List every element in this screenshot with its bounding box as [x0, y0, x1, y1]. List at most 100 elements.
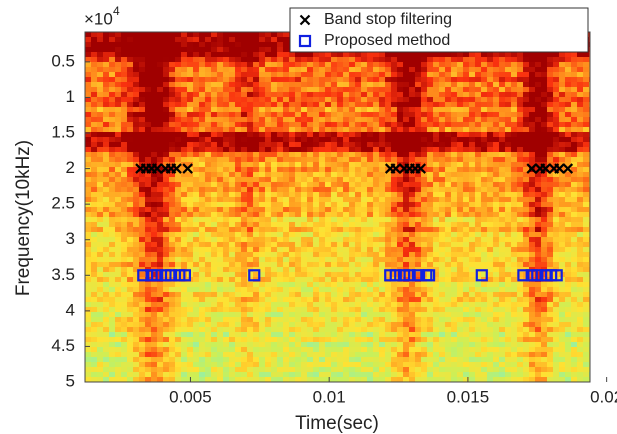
spectrogram-cell [289, 182, 295, 187]
spectrogram-cell [115, 42, 121, 47]
spectrogram-cell [487, 82, 493, 87]
spectrogram-cell [403, 302, 409, 307]
spectrogram-cell [115, 32, 121, 37]
spectrogram-cell [409, 307, 415, 312]
spectrogram-cell [421, 62, 427, 67]
spectrogram-cell [325, 137, 331, 142]
spectrogram-cell [409, 202, 415, 207]
spectrogram-cell [499, 97, 505, 102]
spectrogram-cell [505, 222, 511, 227]
spectrogram-cell [367, 297, 373, 302]
spectrogram-cell [463, 97, 469, 102]
spectrogram-cell [157, 52, 163, 57]
spectrogram-cell [403, 257, 409, 262]
spectrogram-cell [85, 177, 91, 182]
spectrogram-cell [391, 297, 397, 302]
spectrogram-cell [85, 262, 91, 267]
spectrogram-cell [583, 282, 589, 287]
spectrogram-cell [367, 272, 373, 277]
spectrogram-cell [175, 182, 181, 187]
spectrogram-cell [229, 227, 235, 232]
spectrogram-cell [319, 237, 325, 242]
spectrogram-cell [193, 37, 199, 42]
spectrogram-cell [529, 137, 535, 142]
spectrogram-cell [391, 182, 397, 187]
spectrogram-cell [541, 292, 547, 297]
spectrogram-cell [403, 122, 409, 127]
spectrogram-cell [433, 92, 439, 97]
spectrogram-cell [349, 272, 355, 277]
spectrogram-cell [529, 187, 535, 192]
spectrogram-cell [517, 247, 523, 252]
spectrogram-cell [91, 197, 97, 202]
spectrogram-cell [151, 102, 157, 107]
spectrogram-cell [91, 257, 97, 262]
spectrogram-cell [553, 257, 559, 262]
spectrogram-cell [103, 87, 109, 92]
spectrogram-cell [391, 207, 397, 212]
spectrogram-cell [199, 122, 205, 127]
spectrogram-cell [385, 132, 391, 137]
spectrogram-cell [427, 162, 433, 167]
spectrogram-cell [283, 127, 289, 132]
spectrogram-cell [265, 172, 271, 177]
spectrogram-cell [583, 297, 589, 302]
spectrogram-cell [175, 127, 181, 132]
spectrogram-cell [97, 182, 103, 187]
spectrogram-cell [343, 297, 349, 302]
spectrogram-cell [211, 72, 217, 77]
spectrogram-cell [295, 57, 301, 62]
spectrogram-cell [163, 122, 169, 127]
spectrogram-cell [451, 187, 457, 192]
spectrogram-cell [559, 307, 565, 312]
spectrogram-cell [175, 157, 181, 162]
spectrogram-cell [229, 247, 235, 252]
spectrogram-cell [403, 187, 409, 192]
spectrogram-cell [217, 167, 223, 172]
spectrogram-cell [403, 82, 409, 87]
spectrogram-cell [205, 72, 211, 77]
spectrogram-cell [193, 107, 199, 112]
spectrogram-cell [445, 97, 451, 102]
spectrogram-cell [541, 177, 547, 182]
spectrogram-cell [295, 117, 301, 122]
spectrogram-cell [427, 182, 433, 187]
spectrogram-cell [139, 247, 145, 252]
spectrogram-cell [277, 32, 283, 37]
spectrogram-cell [481, 137, 487, 142]
spectrogram-cell [499, 147, 505, 152]
spectrogram-cell [451, 52, 457, 57]
spectrogram-cell [571, 132, 577, 137]
spectrogram-cell [265, 67, 271, 72]
spectrogram-cell [325, 282, 331, 287]
spectrogram-cell [253, 322, 259, 327]
spectrogram-cell [379, 122, 385, 127]
spectrogram-cell [187, 117, 193, 122]
spectrogram-cell [115, 267, 121, 272]
spectrogram-cell [193, 262, 199, 267]
spectrogram-cell [385, 92, 391, 97]
spectrogram-cell [127, 67, 133, 72]
spectrogram-cell [211, 217, 217, 222]
spectrogram-cell [463, 172, 469, 177]
spectrogram-cell [379, 57, 385, 62]
spectrogram-cell [325, 297, 331, 302]
spectrogram-cell [319, 232, 325, 237]
spectrogram-cell [253, 77, 259, 82]
spectrogram-cell [469, 82, 475, 87]
spectrogram-cell [445, 87, 451, 92]
spectrogram-cell [211, 322, 217, 327]
spectrogram-cell [133, 217, 139, 222]
spectrogram-cell [307, 227, 313, 232]
spectrogram-cell [121, 292, 127, 297]
spectrogram-cell [511, 187, 517, 192]
spectrogram-cell [403, 142, 409, 147]
spectrogram-cell [289, 242, 295, 247]
spectrogram-cell [457, 237, 463, 242]
spectrogram-cell [427, 302, 433, 307]
spectrogram-cell [373, 82, 379, 87]
spectrogram-cell [253, 237, 259, 242]
spectrogram-cell [307, 147, 313, 152]
spectrogram-cell [469, 217, 475, 222]
spectrogram-cell [487, 132, 493, 137]
